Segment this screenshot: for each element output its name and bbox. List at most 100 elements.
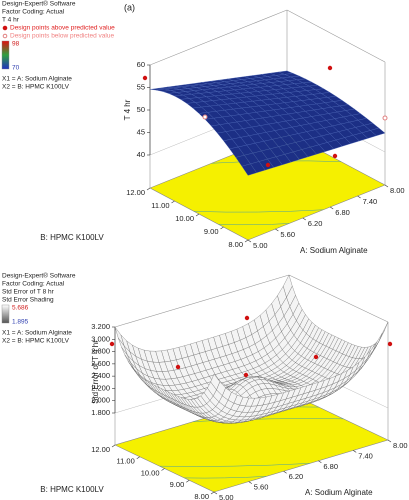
legend-marker (2, 33, 8, 39)
x-tick-label: 6.20 (289, 472, 304, 481)
y-tick (195, 213, 200, 217)
x-tick (283, 470, 287, 474)
y-axis-title: B: HPMC K100LV (40, 485, 104, 494)
design-point (327, 65, 333, 71)
surface-cell (378, 321, 389, 342)
colorbar-max: 5.686 (12, 305, 29, 312)
x-tick (330, 206, 334, 210)
z-tick-label: 60 (137, 60, 145, 69)
legend-text: Design-Expert® Software (2, 0, 76, 8)
y-tick-label: 10.00 (175, 214, 194, 223)
x-tick-label: 6.20 (308, 219, 323, 228)
box-edge (288, 274, 389, 323)
x-tick-label: 8.00 (393, 441, 408, 450)
x-tick-label: 7.40 (358, 451, 373, 460)
x-tick (302, 217, 306, 221)
x-tick (384, 184, 389, 188)
design-point (142, 75, 148, 81)
legend-text: Std Error of T 8 hr (2, 289, 55, 296)
y-tick (146, 187, 151, 191)
legend-marker (2, 25, 8, 31)
y-tick-label: 11.00 (117, 457, 135, 466)
z-tick-label: 2.800 (91, 347, 110, 356)
y-tick (136, 456, 140, 459)
y-axis-title: B: HPMC K100LV (40, 233, 104, 242)
x-tick-label: 8.00 (390, 186, 405, 195)
z-tick-label: 2.400 (91, 371, 110, 380)
y-tick (186, 480, 190, 483)
z-tick-label: 2.000 (91, 396, 110, 405)
factor-text: X2 = B: HPMC K100LV (2, 338, 70, 345)
legend-text: Design points above predicted value (10, 25, 115, 32)
colorbar-max: 98 (12, 41, 20, 48)
y-tick (220, 226, 224, 230)
x-tick (387, 439, 392, 443)
colorbar (1, 304, 10, 324)
z-tick-label: 45 (137, 127, 145, 136)
box-edge (114, 274, 290, 328)
y-tick-label: 11.00 (151, 201, 169, 210)
surface-cell (114, 326, 125, 347)
z-axis-title: T 4 hr (123, 99, 132, 120)
design-point (109, 341, 115, 347)
design-points (109, 65, 393, 378)
colorbar (1, 40, 10, 70)
x-tick-label: 5.60 (254, 483, 269, 492)
y-tick (161, 468, 165, 471)
surface-cell (241, 163, 257, 176)
x-tick-label: 5.60 (280, 230, 295, 239)
design-point (175, 364, 181, 370)
surface (149, 70, 386, 176)
x-tick-label: 6.80 (323, 462, 338, 471)
design-point (244, 315, 250, 321)
legend-text: T 4 hr (2, 17, 20, 24)
box-edge (286, 9, 386, 63)
x-tick (357, 195, 361, 199)
x-tick (248, 481, 252, 484)
floor-contour (194, 209, 324, 213)
z-tick-label: 3.200 (91, 322, 110, 331)
y-tick (210, 491, 215, 495)
factor-text: X1 = A: Sodium Alginate (2, 330, 72, 337)
factor-text: X1 = A: Sodium Alginate (2, 76, 72, 83)
factor-text: X2 = B: HPMC K100LV (2, 84, 70, 91)
y-tick (171, 200, 175, 204)
x-tick (275, 228, 279, 232)
y-tick-label: 12.00 (91, 445, 110, 454)
legend-text: Factor Coding: Actual (2, 9, 65, 16)
z-tick-label: 2.200 (91, 383, 110, 392)
legend-text: Design points below predicted value (10, 33, 114, 40)
design-point (332, 153, 338, 159)
x-tick-label: 7.40 (363, 197, 378, 206)
x-tick (353, 450, 357, 453)
z-axis-title: Std Error of T 4 hr (91, 340, 100, 404)
box-edge (149, 9, 288, 66)
x-tick (213, 491, 218, 495)
panel-label: (a) (124, 2, 135, 12)
legend-text: Design-Expert® Software (2, 272, 76, 280)
legend-text: Std Error Shading (2, 297, 54, 304)
x-axis-title: A: Sodium Alginate (300, 246, 368, 255)
colorbar-min: 1.895 (12, 319, 29, 326)
y-tick-label: 12.00 (126, 188, 145, 197)
floor-contour (218, 223, 290, 226)
x-tick-label: 5.00 (253, 241, 268, 250)
z-tick-label: 55 (137, 82, 145, 91)
y-tick-label: 9.00 (204, 227, 219, 236)
surface-cell (372, 333, 383, 351)
z-tick-label: 1.800 (91, 408, 110, 417)
x-axis-title: A: Sodium Alginate (305, 488, 373, 497)
z-tick-label: 50 (137, 105, 145, 114)
y-tick (244, 239, 249, 243)
design-point (243, 372, 249, 378)
y-tick-label: 10.00 (141, 468, 160, 477)
surface-cell (210, 373, 220, 391)
colorbar-min: 70 (12, 65, 20, 72)
surface (114, 274, 389, 424)
floor-contour (159, 463, 310, 467)
x-tick (318, 460, 322, 464)
design-point (313, 354, 319, 360)
